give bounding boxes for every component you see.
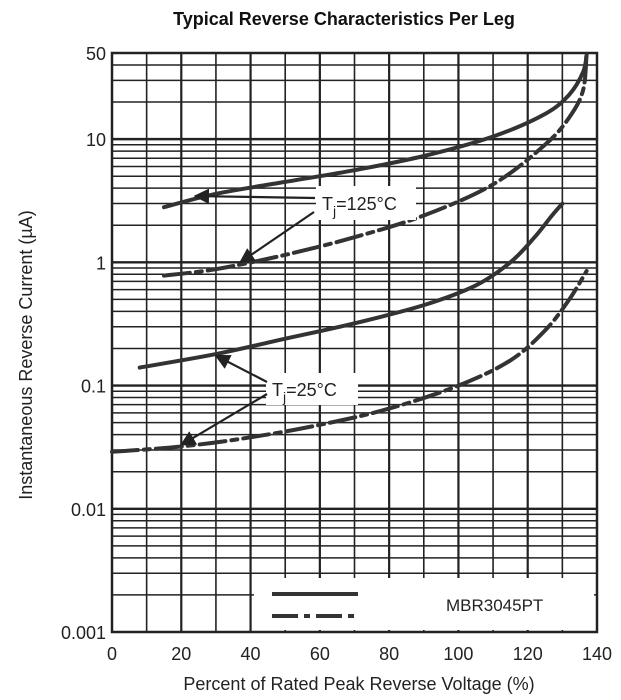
grid bbox=[112, 53, 597, 632]
temperature-annotation: Tj=125°C bbox=[322, 194, 397, 219]
legend-label: MBR3045PT bbox=[446, 596, 543, 615]
annotation-arrow bbox=[193, 188, 316, 204]
x-tick-label: 100 bbox=[443, 644, 473, 664]
y-axis-label: Instantaneous Reverse Current (µA) bbox=[16, 210, 36, 500]
annotation-arrow bbox=[179, 393, 268, 446]
x-tick-label: 20 bbox=[171, 644, 191, 664]
x-tick-labels: 0 20 40 60 80 100 120 140 bbox=[107, 644, 612, 664]
x-tick-label: 120 bbox=[513, 644, 543, 664]
x-tick-label: 60 bbox=[310, 644, 330, 664]
chart-title: Typical Reverse Characteristics Per Leg bbox=[173, 9, 515, 29]
y-tick-label: 0.1 bbox=[81, 377, 106, 397]
series-line-1 bbox=[162, 53, 589, 210]
x-tick-label: 0 bbox=[107, 644, 117, 664]
y-tick-label: 0.001 bbox=[61, 623, 106, 643]
annotations: Tj=125°C Tj=25°C bbox=[179, 186, 416, 446]
series-line-4 bbox=[110, 269, 589, 454]
temperature-annotation: Tj=25°C bbox=[272, 380, 337, 405]
annotation-background bbox=[266, 373, 358, 405]
annotation-arrow bbox=[238, 211, 315, 264]
y-tick-label: 50 bbox=[86, 44, 106, 64]
plot-frame bbox=[110, 51, 599, 634]
y-tick-labels: 0.001 0.01 0.1 1 10 50 bbox=[61, 44, 106, 643]
legend: MBR3045PT bbox=[254, 578, 594, 630]
annotation-background bbox=[316, 186, 416, 220]
y-tick-label: 0.01 bbox=[71, 500, 106, 520]
x-tick-label: 140 bbox=[582, 644, 612, 664]
legend-box bbox=[254, 578, 594, 630]
x-tick-label: 80 bbox=[379, 644, 399, 664]
y-tick-label: 1 bbox=[96, 253, 106, 273]
annotation-arrow bbox=[214, 354, 268, 383]
x-tick-label: 40 bbox=[241, 644, 261, 664]
x-axis-label: Percent of Rated Peak Reverse Voltage (%… bbox=[183, 674, 534, 694]
series-line-3 bbox=[137, 201, 565, 370]
y-tick-label: 10 bbox=[86, 130, 106, 150]
